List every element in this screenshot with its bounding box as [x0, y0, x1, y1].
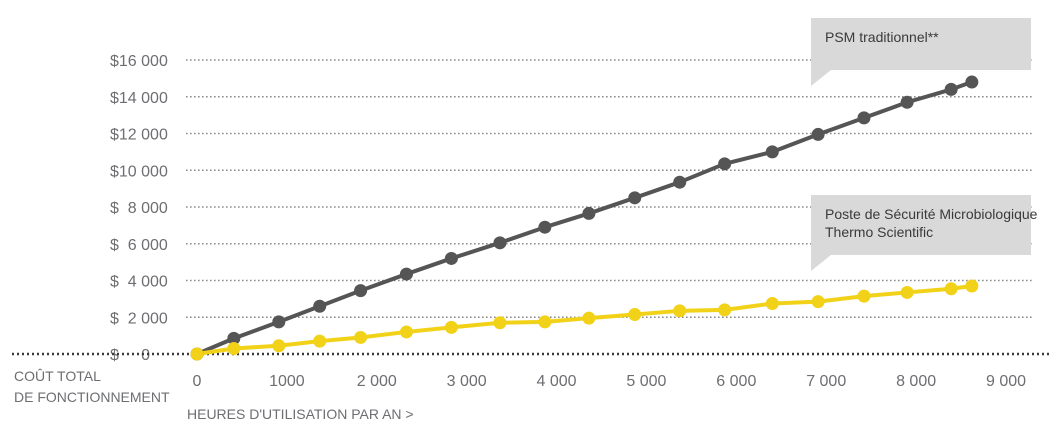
data-point [354, 330, 368, 344]
data-point [900, 285, 914, 299]
data-point [582, 206, 596, 220]
legend-label: Thermo Scientific [825, 224, 933, 240]
y-axis-title: COÛT TOTAL [14, 368, 101, 384]
x-tick-label: 1000 [269, 373, 305, 390]
data-point [965, 279, 979, 293]
data-point [628, 191, 642, 205]
x-tick-label: 7 000 [806, 373, 846, 390]
legend-label: PSM traditionnel** [825, 29, 939, 45]
x-tick-label: 9 000 [986, 373, 1026, 390]
data-point [538, 315, 552, 329]
data-point [399, 267, 413, 281]
x-tick-label: 3 000 [447, 373, 487, 390]
data-point [857, 111, 871, 125]
data-point [900, 95, 914, 109]
data-point [272, 315, 286, 329]
data-point [673, 304, 687, 318]
data-point [944, 82, 958, 96]
data-point [811, 295, 825, 309]
x-axis-title: HEURES D'UTILISATION PAR AN > [187, 406, 414, 422]
series-points [190, 75, 979, 361]
x-tick-label: 5 000 [626, 373, 666, 390]
axes: $ 0 $ 2 000 $ 4 000 $ 6 000 $ 8 000 $10 000 $1… [12, 53, 1052, 422]
data-point [965, 75, 979, 89]
data-point [718, 303, 732, 317]
x-tick-label: 6 000 [716, 373, 756, 390]
data-point [227, 331, 241, 345]
data-point [673, 175, 687, 189]
x-tick-label: 0 [193, 373, 202, 390]
data-point [354, 284, 368, 298]
y-tick-label: $16 000 [110, 53, 168, 70]
data-point [399, 325, 413, 339]
y-tick-label: $10 000 [110, 163, 168, 180]
data-point [538, 220, 552, 234]
data-point [190, 347, 204, 361]
y-tick-label: $ 2 000 [110, 310, 168, 327]
data-point [582, 311, 596, 325]
data-point [944, 282, 958, 296]
data-point [444, 320, 458, 334]
data-point [227, 341, 241, 355]
series-callouts: PSM traditionnel** Poste de Sécurité Micr… [811, 18, 1038, 271]
y-axis-title: DE FONCTIONNEMENT [14, 389, 170, 405]
data-point [628, 307, 642, 321]
data-point [313, 334, 327, 348]
data-point [765, 296, 779, 310]
x-tick-label: 8 000 [896, 373, 936, 390]
data-point [811, 127, 825, 141]
data-point [444, 251, 458, 265]
data-point [493, 316, 507, 330]
x-tick-label: 4 000 [537, 373, 577, 390]
data-point [313, 299, 327, 313]
data-point [765, 145, 779, 159]
data-point [493, 236, 507, 250]
y-tick-label: $12 000 [110, 127, 168, 144]
data-point [718, 157, 732, 171]
y-tick-label: $ 4 000 [110, 274, 168, 291]
y-tick-label: $ 6 000 [110, 237, 168, 254]
y-tick-label: $14 000 [110, 90, 168, 107]
y-tick-label: $ 8 000 [110, 200, 168, 217]
data-point [857, 289, 871, 303]
data-point [272, 339, 286, 353]
x-tick-label: 2 000 [357, 373, 397, 390]
legend-label: Poste de Sécurité Microbiologique [825, 206, 1038, 222]
legend-callout [811, 195, 1031, 271]
legend-callout [811, 18, 1031, 86]
y-tick-label: $ 0 [110, 347, 150, 364]
